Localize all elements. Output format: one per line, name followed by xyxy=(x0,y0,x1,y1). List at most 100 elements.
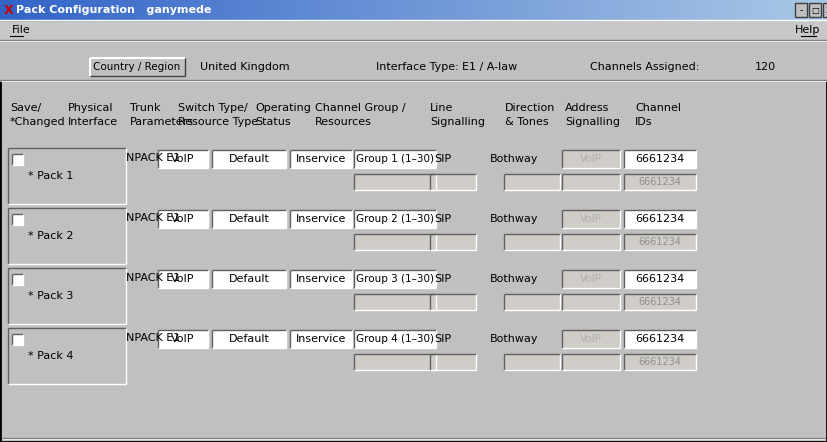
Text: x: x xyxy=(826,5,827,15)
Bar xyxy=(12,214,23,225)
Text: VoIP: VoIP xyxy=(580,334,602,344)
Bar xyxy=(624,174,696,190)
Text: & Tones: & Tones xyxy=(505,117,548,127)
Text: 6661234: 6661234 xyxy=(635,274,685,284)
Text: Signalling: Signalling xyxy=(565,117,620,127)
Text: 6661234: 6661234 xyxy=(638,357,681,367)
Bar xyxy=(158,330,208,348)
Text: 6661234: 6661234 xyxy=(635,334,685,344)
Text: Channel: Channel xyxy=(635,103,681,113)
Bar xyxy=(290,330,352,348)
Bar xyxy=(504,174,560,190)
Text: □: □ xyxy=(811,5,819,15)
Text: Group 2 (1–30): Group 2 (1–30) xyxy=(356,214,434,224)
Bar xyxy=(562,354,620,370)
Bar xyxy=(8,148,126,204)
Bar xyxy=(562,330,620,348)
Text: Default: Default xyxy=(228,334,270,344)
Text: Group 3 (1–30): Group 3 (1–30) xyxy=(356,274,434,284)
Text: Interface: Interface xyxy=(68,117,118,127)
Text: Pack Configuration   ganymede: Pack Configuration ganymede xyxy=(16,5,212,15)
Bar xyxy=(354,330,436,348)
Bar xyxy=(290,210,352,228)
Bar xyxy=(504,234,560,250)
Text: E1 / A-law: E1 / A-law xyxy=(462,62,517,72)
Text: 6661234: 6661234 xyxy=(635,154,685,164)
Text: Physical: Physical xyxy=(68,103,113,113)
Text: Inservice: Inservice xyxy=(296,274,347,284)
Bar xyxy=(809,3,821,17)
Bar xyxy=(504,294,560,310)
Text: Country / Region: Country / Region xyxy=(93,62,180,72)
Bar xyxy=(562,150,620,168)
Text: NPACK E1: NPACK E1 xyxy=(126,273,180,283)
Text: Help: Help xyxy=(796,25,820,35)
Text: Bothway: Bothway xyxy=(490,274,538,284)
Text: * Pack 2: * Pack 2 xyxy=(28,231,74,241)
Text: Channels Assigned:: Channels Assigned: xyxy=(590,62,700,72)
Bar xyxy=(624,330,696,348)
Bar xyxy=(90,58,185,76)
Text: Address: Address xyxy=(565,103,609,113)
Bar xyxy=(562,234,620,250)
Bar xyxy=(624,270,696,288)
Bar xyxy=(624,294,696,310)
Text: Default: Default xyxy=(228,274,270,284)
Bar xyxy=(8,208,126,264)
Text: Group 1 (1–30): Group 1 (1–30) xyxy=(356,154,434,164)
Bar xyxy=(0,40,827,80)
Bar xyxy=(562,270,620,288)
Bar xyxy=(562,210,620,228)
Bar xyxy=(430,354,476,370)
Bar xyxy=(430,294,476,310)
Bar xyxy=(430,174,476,190)
Bar xyxy=(290,150,352,168)
Text: VoIP: VoIP xyxy=(171,154,194,164)
Text: NPACK E1: NPACK E1 xyxy=(126,153,180,163)
Bar xyxy=(212,210,286,228)
Bar xyxy=(158,210,208,228)
Bar xyxy=(354,294,436,310)
Bar xyxy=(212,330,286,348)
Text: Parameters: Parameters xyxy=(130,117,194,127)
Bar xyxy=(562,174,620,190)
Text: Channel Group /: Channel Group / xyxy=(315,103,405,113)
Text: 6661234: 6661234 xyxy=(638,237,681,247)
Text: VoIP: VoIP xyxy=(580,154,602,164)
Text: Direction: Direction xyxy=(505,103,556,113)
Text: 6661234: 6661234 xyxy=(638,177,681,187)
Text: File: File xyxy=(12,25,31,35)
Bar xyxy=(12,154,23,165)
Bar xyxy=(562,294,620,310)
Text: Default: Default xyxy=(228,214,270,224)
Text: Resource Type: Resource Type xyxy=(178,117,258,127)
Bar xyxy=(430,234,476,250)
Text: VoIP: VoIP xyxy=(171,334,194,344)
Text: SIP: SIP xyxy=(434,154,452,164)
Text: VoIP: VoIP xyxy=(171,274,194,284)
Text: Switch Type/: Switch Type/ xyxy=(178,103,248,113)
Bar xyxy=(624,234,696,250)
Bar xyxy=(8,268,126,324)
Text: Signalling: Signalling xyxy=(430,117,485,127)
Text: Inservice: Inservice xyxy=(296,214,347,224)
Bar xyxy=(12,274,23,285)
Text: SIP: SIP xyxy=(434,214,452,224)
Text: Inservice: Inservice xyxy=(296,334,347,344)
Text: * Pack 1: * Pack 1 xyxy=(28,171,74,181)
Text: -: - xyxy=(799,5,803,15)
Bar xyxy=(354,150,436,168)
Text: VoIP: VoIP xyxy=(171,214,194,224)
Bar xyxy=(354,354,436,370)
Text: Operating: Operating xyxy=(255,103,311,113)
Bar xyxy=(290,270,352,288)
Bar xyxy=(158,150,208,168)
Text: IDs: IDs xyxy=(635,117,653,127)
Text: VoIP: VoIP xyxy=(580,274,602,284)
Text: SIP: SIP xyxy=(434,274,452,284)
Text: 6661234: 6661234 xyxy=(635,214,685,224)
Bar xyxy=(12,334,23,345)
Bar xyxy=(354,234,436,250)
Bar xyxy=(795,3,807,17)
Bar xyxy=(823,3,827,17)
